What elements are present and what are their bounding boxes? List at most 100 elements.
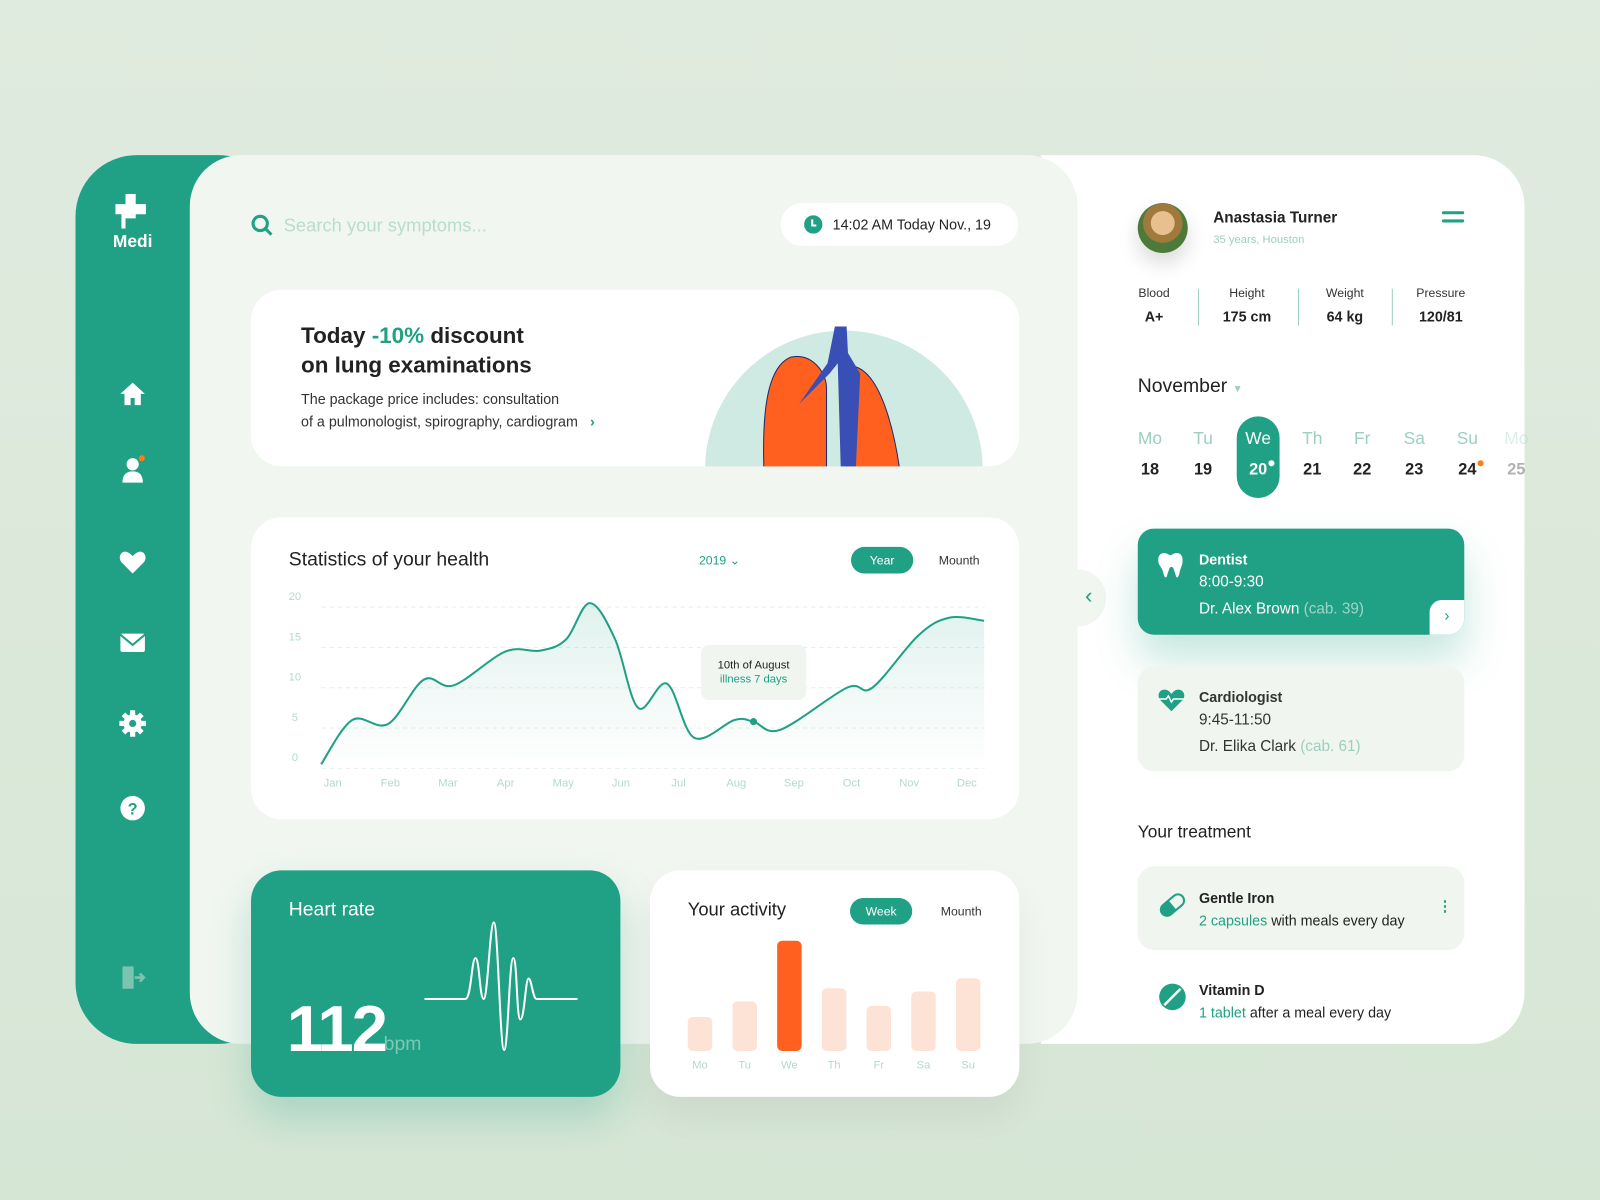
stat-value: 64 kg (1326, 308, 1364, 325)
promo-discount: -10% (371, 322, 425, 348)
treatment-title: Your treatment (1137, 822, 1251, 842)
avatar[interactable] (1137, 203, 1188, 254)
chevron-down-icon: ⌄ (729, 553, 740, 568)
year-select[interactable]: 2019 ⌄ (699, 553, 740, 567)
calendar-day[interactable]: Sa 23 (1394, 429, 1435, 480)
year-value: 2019 (698, 553, 727, 568)
day-number: 22 (1353, 461, 1372, 479)
tab-month[interactable]: Mounth (938, 553, 980, 568)
appointment-open-button[interactable]: › (1429, 599, 1465, 635)
x-tick-label: Jul (671, 778, 685, 790)
appointment-cab: (cab. 61) (1300, 737, 1361, 756)
menu-icon[interactable] (1441, 210, 1465, 224)
x-tick-label: May (553, 778, 575, 790)
promo-title-line2: on lung examinations (301, 352, 532, 378)
calendar-day[interactable]: We 20 (1238, 429, 1279, 480)
tooltip-title: 10th of August (717, 659, 790, 672)
calendar-day[interactable]: Mo 18 (1130, 429, 1171, 480)
tab-activity-month[interactable]: Mounth (940, 904, 982, 919)
weekday-label: We (1245, 428, 1272, 448)
x-tick-label: Nov (899, 778, 919, 790)
promo-text: The package price includes: consultation… (301, 388, 595, 433)
treatment-item-gentle-iron[interactable]: Gentle Iron 2 capsules with meals every … (1137, 866, 1465, 950)
day-number: 25 (1507, 461, 1526, 479)
calendar-day[interactable]: Mo 25 (1496, 429, 1537, 480)
search-input[interactable] (283, 210, 713, 241)
heart-rate-unit: bpm (383, 1033, 422, 1056)
day-number: 24 (1458, 461, 1477, 479)
logout-icon[interactable] (118, 963, 147, 992)
appointment-cab: (cab. 39) (1303, 599, 1365, 618)
stat-label: Pressure (1416, 285, 1466, 300)
heartbeat-wave (424, 921, 578, 1052)
heart-rate-title: Heart rate (288, 898, 375, 921)
appointment-doctor: Dr. Alex Brown (1198, 599, 1300, 618)
calendar-day[interactable]: Th 21 (1292, 429, 1333, 480)
tab-week[interactable]: Week (849, 897, 913, 925)
event-dot (1477, 460, 1484, 467)
divider (1297, 288, 1299, 326)
y-tick-label: 20 (289, 591, 301, 603)
month-label: November (1137, 375, 1228, 397)
home-icon[interactable] (118, 380, 147, 409)
stat-value: 120/81 (1418, 308, 1463, 325)
y-tick-label: 5 (292, 712, 298, 724)
tooltip-text: illness 7 days (719, 673, 788, 686)
heart-rate-value: 112 (286, 991, 388, 1066)
x-tick-label: Feb (381, 778, 400, 790)
capsule-icon (1159, 893, 1186, 917)
calendar-day[interactable]: Tu 19 (1183, 429, 1224, 480)
heart-icon[interactable] (118, 548, 147, 577)
gear-icon[interactable] (118, 709, 147, 738)
y-tick-label: 15 (289, 631, 301, 643)
day-number: 19 (1193, 461, 1213, 479)
help-icon[interactable]: ? (118, 794, 147, 823)
notification-dot (138, 455, 145, 462)
activity-bar[interactable] (687, 1016, 713, 1052)
day-number: 18 (1140, 461, 1160, 479)
activity-bar[interactable] (732, 1001, 757, 1052)
activity-day-label: Th (828, 1059, 841, 1071)
promo-text-line1: The package price includes: consultation (301, 390, 560, 408)
mail-icon[interactable] (118, 629, 147, 658)
x-tick-label: Jan (324, 778, 342, 790)
activity-bar[interactable] (777, 940, 802, 1052)
stat-pressure: Pressure 120/81 (1400, 286, 1482, 325)
more-options-icon[interactable]: ⋮ (1437, 897, 1453, 915)
event-dot (1268, 460, 1275, 467)
stat-label: Weight (1325, 285, 1364, 300)
stat-weight: Weight 64 kg (1304, 286, 1386, 325)
y-tick-label: 0 (292, 752, 298, 764)
x-tick-label: Jun (612, 778, 630, 790)
chevron-right-icon[interactable]: › (590, 413, 595, 430)
activity-bar[interactable] (955, 978, 981, 1052)
activity-bar[interactable] (866, 1005, 892, 1052)
activity-bar[interactable] (821, 988, 847, 1052)
treatment-item-vitamin-d[interactable]: Vitamin D 1 tablet after a meal every da… (1138, 958, 1465, 1040)
divider (1391, 288, 1393, 326)
appointment-card-cardiologist[interactable]: Cardiologist 9:45-11:50 Dr. Elika Clark … (1137, 666, 1465, 772)
stat-label: Height (1229, 285, 1265, 300)
profile-name: Anastasia Turner (1213, 209, 1338, 227)
activity-day-label: Su (961, 1059, 975, 1071)
activity-bar[interactable] (911, 991, 936, 1052)
promo-card[interactable]: Today -10% discount on lung examinations… (251, 289, 1020, 467)
activity-day-label: Sa (917, 1059, 931, 1071)
search-icon[interactable] (250, 213, 274, 237)
tooth-icon (1158, 553, 1183, 578)
activity-title: Your activity (687, 898, 787, 920)
activity-day-label: Tu (738, 1059, 751, 1071)
weekday-label: Sa (1403, 428, 1425, 448)
activity-day-label: Fr (873, 1059, 884, 1071)
x-tick-label: Sep (784, 778, 804, 790)
appointment-card-dentist[interactable]: Dentist 8:00-9:30 Dr. Alex Brown (cab. 3… (1137, 528, 1465, 635)
day-number: 20 (1249, 461, 1268, 479)
month-select[interactable]: November ▼ (1138, 376, 1243, 398)
highlight-point[interactable] (749, 718, 758, 726)
logo: Medi (110, 193, 155, 252)
calendar-day[interactable]: Su 24 (1447, 429, 1488, 480)
calendar-day[interactable]: Fr 22 (1342, 429, 1383, 480)
logo-cross-icon (115, 193, 146, 229)
tab-year[interactable]: Year (851, 546, 914, 574)
user-icon[interactable] (118, 455, 147, 484)
